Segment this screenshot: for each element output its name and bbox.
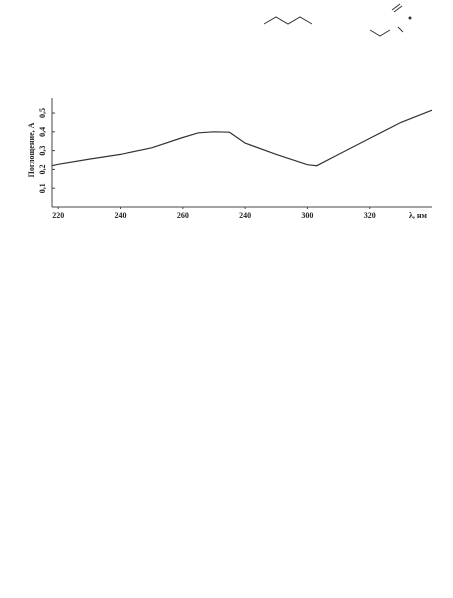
y-tick-label: 0,1 — [38, 183, 47, 193]
x-tick-label: 240 — [115, 211, 127, 220]
x-tick-label: 220 — [52, 211, 64, 220]
y-tick-label: 0,4 — [38, 127, 47, 137]
y-tick-label: 0,5 — [38, 108, 47, 118]
line-series — [51, 109, 433, 167]
x-tick-label: 320 — [364, 211, 376, 220]
x-tick-label: 240 — [239, 211, 251, 220]
y-tick-label: 0,2 — [38, 164, 47, 174]
y-axis-label: Поглощение, A — [27, 122, 36, 177]
x-tick-label: 260 — [177, 211, 189, 220]
y-tick-label: 0,3 — [38, 146, 47, 156]
structure-fragment — [263, 3, 412, 37]
x-tick-label: 300 — [301, 211, 313, 220]
x-axis-label: λ, нм — [409, 211, 428, 220]
